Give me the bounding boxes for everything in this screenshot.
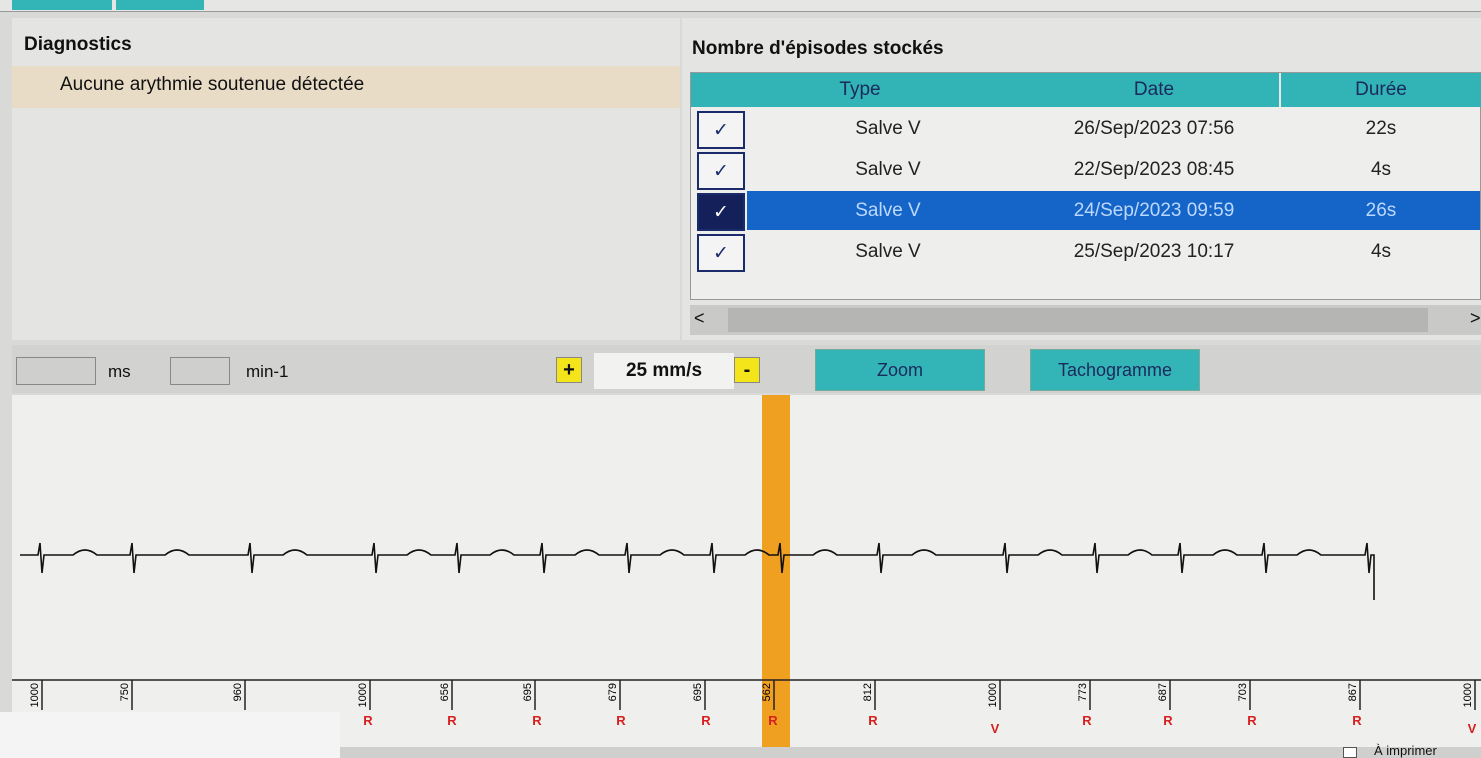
interval-label: 750	[119, 683, 131, 701]
tachogram-button[interactable]: Tachogramme	[1030, 349, 1200, 391]
cell: 25/Sep/2023 10:17	[1073, 240, 1235, 262]
episode-row[interactable]: ✓ Salve V 25/Sep/2023 10:17 4s	[691, 232, 1480, 272]
beat-label: R	[768, 713, 778, 728]
beat-label: R	[1247, 713, 1257, 728]
scrollbar[interactable]: < >	[690, 305, 1481, 335]
beat-label: V	[1468, 721, 1477, 736]
beat-label: R	[363, 713, 373, 728]
interval-label: 1000	[1462, 683, 1474, 707]
scroll-right[interactable]: >	[1470, 308, 1481, 328]
column-header[interactable]: Date	[1029, 73, 1281, 107]
cell: Salve V	[855, 158, 921, 180]
episodes-table: Type Date Durée ✓ Salve V 26/Sep/2023 07:56 22…	[690, 72, 1481, 300]
interval-label: 687	[1157, 683, 1169, 701]
beat-label: R	[447, 713, 457, 728]
print-checkbox[interactable]	[1343, 747, 1357, 758]
beat-label: R	[1082, 713, 1092, 728]
episode-row[interactable]: ✓ Salve V 24/Sep/2023 09:59 26s	[691, 191, 1480, 231]
interval-label: 1000	[987, 683, 999, 707]
panel-title: Diagnostics	[24, 34, 132, 55]
interval-label: 703	[1237, 683, 1249, 701]
interval-label: 695	[522, 683, 534, 701]
diagnostics-panel: Diagnostics Aucune arythmie soutenue dét…	[12, 18, 680, 340]
episode-row[interactable]: ✓ Salve V 22/Sep/2023 08:45 4s	[691, 150, 1480, 190]
interval-label: 679	[607, 683, 619, 701]
cell: 22/Sep/2023 08:45	[1073, 158, 1235, 180]
checkbox[interactable]: ✓	[697, 234, 745, 272]
tab-strip	[0, 0, 1481, 12]
interval-label: 812	[862, 683, 874, 701]
cell: Salve V	[855, 117, 921, 139]
cell: 24/Sep/2023 09:59	[1073, 199, 1235, 221]
beat-label: R	[701, 713, 711, 728]
cell: Salve V	[855, 199, 921, 221]
interval-label: 1000	[29, 683, 41, 707]
beat-label: R	[1163, 713, 1173, 728]
interval-input[interactable]	[16, 357, 96, 385]
beat-label: R	[1352, 713, 1362, 728]
interval-label: 695	[692, 683, 704, 701]
toolbar: ms min-1 + 25 mm/s - Zoom Tachogramme	[12, 345, 1481, 393]
ecg-view: 1000 750 960 1000 656 695 679 695 562 812 1000 773 6…	[12, 395, 1481, 747]
episodes-panel: Nombre d'épisodes stockés Type Date Durée ✓…	[682, 18, 1481, 340]
unit-label: ms	[108, 362, 131, 381]
interval-label: 867	[1347, 683, 1359, 701]
tab[interactable]	[116, 0, 204, 10]
rate-input[interactable]	[170, 357, 230, 385]
interval-label: 656	[439, 683, 451, 701]
interval-label: 562	[761, 683, 773, 701]
print-label: À imprimer	[1374, 743, 1437, 758]
beat-label: V	[991, 721, 1000, 736]
checkbox[interactable]: ✓	[697, 152, 745, 190]
ecg-background	[12, 395, 1481, 747]
ecg-trace	[20, 542, 1375, 600]
checkbox[interactable]: ✓	[697, 111, 745, 149]
interval-label: 773	[1077, 683, 1089, 701]
panel-title: Nombre d'épisodes stockés	[692, 38, 944, 59]
cell: 22s	[1365, 117, 1397, 139]
speed: 25 mm/s	[594, 353, 734, 389]
episode-row[interactable]: ✓ Salve V 26/Sep/2023 07:56 22s	[691, 109, 1480, 149]
interval-label: 1000	[357, 683, 369, 707]
column-header[interactable]: Type	[691, 73, 1031, 107]
scroll-thumb[interactable]	[728, 308, 1428, 332]
tab[interactable]	[12, 0, 112, 10]
paper-edge	[0, 712, 340, 758]
beat-label: R	[532, 713, 542, 728]
cell: 26/Sep/2023 07:56	[1073, 117, 1235, 139]
cell: 4s	[1370, 158, 1392, 180]
zoom-out[interactable]: -	[734, 357, 760, 383]
checkbox[interactable]: ✓	[697, 193, 745, 231]
zoom-in[interactable]: +	[556, 357, 582, 383]
beat-label: R	[616, 713, 626, 728]
cursor[interactable]	[762, 395, 790, 747]
row-highlight	[747, 191, 1480, 230]
status-bar: À imprimer	[340, 743, 1481, 758]
interval-label: 960	[232, 683, 244, 701]
scroll-left[interactable]: <	[694, 308, 705, 328]
beat-label: R	[868, 713, 878, 728]
unit-label: min-1	[246, 362, 289, 381]
cell: Salve V	[855, 240, 921, 262]
cell: 26s	[1365, 199, 1397, 221]
diagnostic-item[interactable]: Aucune arythmie soutenue détectée	[12, 66, 680, 108]
column-header[interactable]: Durée	[1281, 73, 1481, 107]
cell: 4s	[1370, 240, 1392, 262]
zoom-button[interactable]: Zoom	[815, 349, 985, 391]
